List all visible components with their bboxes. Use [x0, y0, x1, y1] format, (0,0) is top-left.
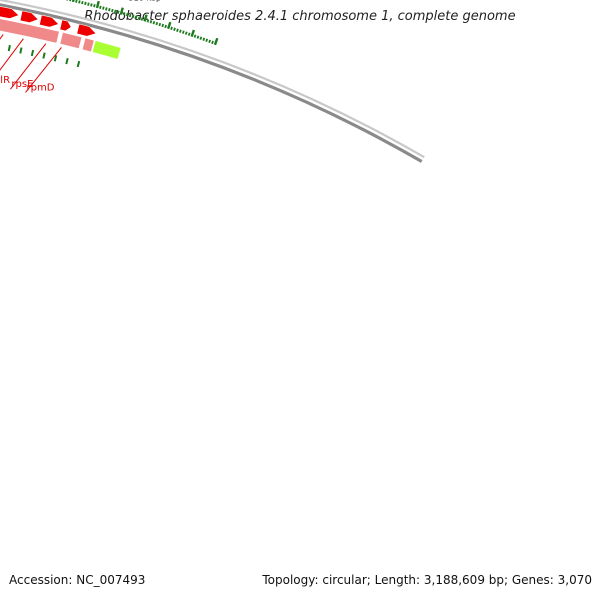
minor-tick — [105, 7, 108, 11]
minor-tick — [181, 30, 185, 34]
major-tick — [119, 7, 124, 15]
major-tick — [167, 21, 172, 30]
gene-label-rplR: rplR — [0, 75, 10, 86]
minor-tick — [205, 38, 209, 42]
band-tick — [53, 55, 58, 62]
minor-tick — [93, 4, 96, 8]
minor-tick — [78, 0, 81, 4]
topology-summary: Topology: circular; Length: 3,188,609 bp… — [262, 573, 592, 587]
minor-tick — [137, 16, 141, 20]
band-tick — [65, 57, 69, 65]
minor-tick — [140, 17, 144, 21]
minor-tick — [69, 0, 72, 2]
band-tick — [7, 44, 11, 52]
backbone-inner-line — [0, 0, 425, 159]
scale-label-8: 318 kbp — [129, 0, 162, 3]
scale-ticks — [7, 0, 219, 68]
major-tick — [95, 0, 100, 9]
gene-arrow-14 — [39, 14, 60, 28]
minor-tick — [149, 20, 153, 24]
minor-tick — [75, 0, 78, 3]
minor-tick — [117, 10, 120, 14]
gene-label-rpmD: rpmD — [27, 82, 55, 93]
minor-tick — [184, 31, 188, 35]
minor-tick — [211, 40, 214, 45]
minor-tick — [84, 1, 87, 6]
minor-tick — [158, 22, 162, 27]
gene-arrow-15 — [59, 19, 72, 32]
major-tick — [143, 14, 148, 22]
operon-band-4 — [59, 31, 83, 50]
minor-tick — [155, 21, 159, 26]
minor-tick — [161, 23, 165, 28]
band-tick — [76, 60, 81, 68]
backbone-outer-line — [0, 3, 423, 163]
minor-tick — [187, 32, 191, 36]
major-tick — [213, 37, 219, 46]
operon-band-5 — [81, 37, 95, 53]
operon-band-3 — [0, 18, 60, 44]
leader-rpsE — [10, 43, 47, 90]
minor-tick — [87, 2, 90, 6]
minor-tick — [193, 34, 197, 38]
minor-tick — [146, 19, 150, 23]
minor-tick — [108, 8, 111, 12]
minor-tick — [196, 35, 200, 39]
leader-rplR — [0, 38, 24, 71]
operon-bands — [0, 18, 95, 53]
gene-labels: rpsSrplVrpsCrplPrpmCrpsQrplNrplXrplErpsN… — [0, 75, 55, 94]
band-tick — [19, 47, 23, 54]
band-tick — [30, 49, 35, 57]
band-tick — [42, 52, 46, 59]
minor-tick — [81, 0, 84, 5]
minor-tick — [125, 13, 129, 17]
minor-tick — [176, 28, 179, 32]
gene-arrow-12 — [0, 6, 20, 19]
minor-tick — [114, 9, 117, 14]
gene-arrow-neighbor — [91, 40, 122, 60]
minor-tick — [202, 37, 206, 41]
gene-arrows — [0, 6, 122, 60]
minor-tick — [128, 13, 132, 18]
chromosome-backbone — [0, 0, 425, 163]
minor-tick — [199, 36, 203, 40]
gene-arrow-13 — [19, 10, 39, 23]
gene-label-leaders — [0, 34, 62, 93]
map-title: Rhodobacter sphaeroides 2.4.1 chromosome… — [84, 9, 516, 24]
minor-tick — [164, 24, 167, 29]
minor-tick — [102, 6, 105, 10]
minor-tick — [99, 5, 102, 9]
minor-tick — [152, 20, 156, 25]
minor-tick — [111, 8, 114, 13]
scale-labels: 311 kbp312 kbp313 kbp314 kbp315 kbp316 k… — [129, 0, 162, 3]
minor-tick — [170, 26, 173, 31]
major-tick — [71, 0, 75, 3]
minor-tick — [179, 29, 182, 33]
minor-tick — [131, 14, 135, 19]
minor-tick — [134, 15, 138, 20]
minor-tick — [122, 12, 126, 16]
accession-text: Accession: NC_007493 — [9, 573, 146, 587]
leader-rpmD — [25, 47, 62, 93]
minor-tick — [90, 3, 93, 7]
major-tick — [190, 29, 196, 37]
minor-tick — [208, 39, 211, 44]
gene-label-rpsE: rpsE — [11, 79, 33, 90]
minor-tick — [173, 27, 176, 31]
gene-arrow-16 — [76, 23, 97, 37]
